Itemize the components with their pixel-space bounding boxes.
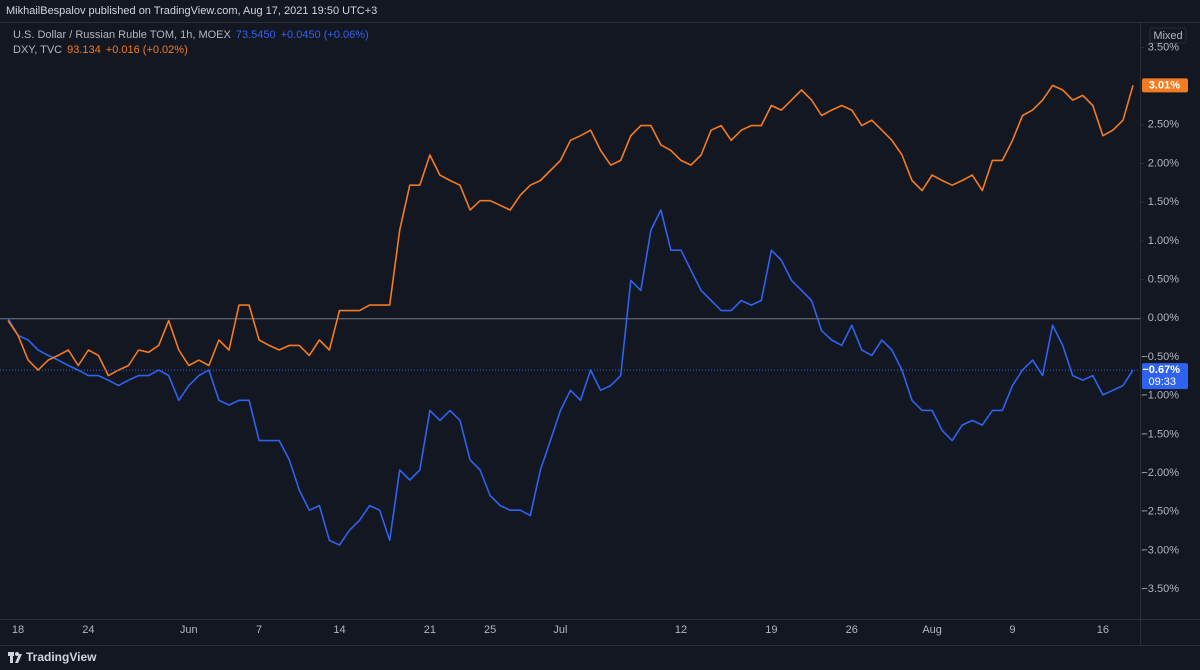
last-value-label: 3.01% [1149, 79, 1180, 91]
y-tick-label: −2.50% [1141, 506, 1179, 518]
y-tick-label: −1.50% [1141, 428, 1179, 440]
y-tick-label: −3.50% [1141, 583, 1179, 595]
x-tick-label: Jun [180, 624, 198, 636]
y-tick-label: 0.00% [1148, 312, 1179, 324]
legend-change: +0.0450 (+0.06%) [280, 29, 369, 41]
footer-text: TradingView [26, 650, 97, 664]
x-tick-label: Aug [922, 624, 942, 636]
footer-logo [8, 652, 22, 663]
y-tick-label: 3.50% [1148, 41, 1179, 53]
x-tick-label: Jul [553, 624, 567, 636]
x-tick-label: 25 [484, 624, 496, 636]
y-tick-label: −0.50% [1141, 351, 1179, 363]
last-value-box [1142, 78, 1188, 93]
y-tick-label: 0.50% [1148, 274, 1179, 286]
header-text: MikhailBespalov published on TradingView… [6, 5, 377, 17]
legend-row: DXY, TVC 93.134 +0.016 (+0.02%) [13, 43, 374, 58]
x-tick-label: 9 [1009, 624, 1015, 636]
scale-mode[interactable]: Mixed [1153, 30, 1182, 42]
y-tick-label: 2.00% [1148, 157, 1179, 169]
y-tick-label: 1.00% [1148, 235, 1179, 247]
legend-name: DXY, TVC [13, 44, 63, 56]
countdown: 09:33 [1148, 376, 1176, 388]
x-tick-label: 19 [765, 624, 777, 636]
legend-name: U.S. Dollar / Russian Ruble TOM, 1h, MOE… [13, 29, 231, 41]
x-tick-label: 14 [333, 624, 345, 636]
y-tick-label: −3.00% [1141, 544, 1179, 556]
x-tick-label: 16 [1097, 624, 1109, 636]
x-tick-label: 18 [12, 624, 24, 636]
x-tick-label: 21 [424, 624, 436, 636]
y-tick-label: 1.50% [1148, 196, 1179, 208]
y-tick-label: 2.50% [1148, 119, 1179, 131]
header-bar [0, 0, 1200, 22]
x-tick-label: 12 [675, 624, 687, 636]
scale-mode-box[interactable] [1149, 27, 1187, 44]
legend-change: +0.016 (+0.02%) [105, 44, 188, 56]
series-line [7, 209, 1134, 546]
last-value-label: −0.67% [1142, 364, 1180, 376]
legend-price: 73.5450 [235, 29, 276, 41]
y-tick-label: −1.00% [1141, 390, 1179, 402]
x-tick-label: 26 [846, 624, 858, 636]
x-tick-label: 7 [256, 624, 262, 636]
last-value-box [1142, 363, 1188, 390]
legend-price: 93.134 [67, 44, 101, 56]
legend: U.S. Dollar / Russian Ruble TOM, 1h, MOE… [13, 28, 374, 58]
y-tick-label: −2.00% [1141, 467, 1179, 479]
series-line [7, 84, 1134, 377]
legend-row: U.S. Dollar / Russian Ruble TOM, 1h, MOE… [13, 28, 374, 43]
x-tick-label: 24 [82, 624, 94, 636]
